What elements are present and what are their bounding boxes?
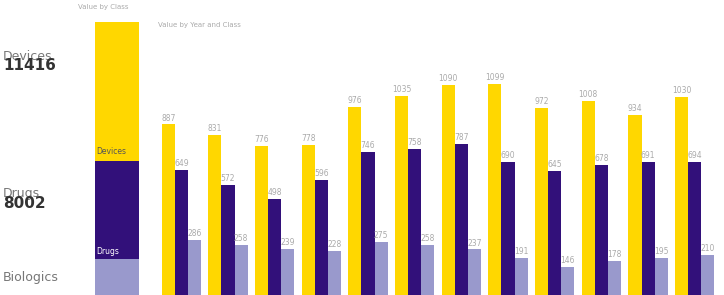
Text: Devices: Devices — [96, 147, 127, 156]
Text: 694: 694 — [687, 151, 702, 160]
Text: 934: 934 — [628, 104, 642, 114]
Bar — [174, 170, 188, 295]
Text: 787: 787 — [454, 133, 468, 142]
Text: Drugs: Drugs — [3, 187, 41, 200]
Bar — [374, 242, 387, 295]
Bar — [188, 240, 201, 295]
Text: 972: 972 — [534, 97, 549, 106]
Text: 498: 498 — [267, 188, 282, 197]
Bar — [595, 165, 608, 295]
Text: 778: 778 — [301, 135, 316, 143]
Text: Drugs: Drugs — [96, 247, 119, 256]
Bar — [328, 251, 341, 295]
Text: Value by Class: Value by Class — [78, 4, 128, 10]
Bar — [502, 162, 515, 295]
Bar — [95, 22, 138, 161]
Text: 286: 286 — [188, 229, 201, 238]
Bar — [268, 199, 281, 295]
Bar — [689, 162, 702, 295]
Text: 976: 976 — [348, 96, 362, 105]
Bar — [582, 101, 595, 295]
Text: 11416: 11416 — [3, 58, 56, 73]
Text: 1030: 1030 — [672, 86, 691, 95]
Bar — [408, 149, 421, 295]
Text: 1099: 1099 — [485, 73, 505, 82]
Bar — [535, 108, 548, 295]
Text: 191: 191 — [514, 247, 529, 256]
Text: 1090: 1090 — [439, 74, 458, 83]
Text: 690: 690 — [501, 151, 515, 160]
Text: 239: 239 — [280, 238, 295, 247]
Bar — [654, 258, 668, 295]
Text: 691: 691 — [641, 151, 655, 160]
Bar — [395, 96, 408, 295]
Text: Devices: Devices — [3, 50, 53, 63]
Bar — [161, 124, 174, 295]
Text: 678: 678 — [594, 154, 609, 163]
Bar — [95, 259, 138, 295]
Text: 887: 887 — [161, 114, 175, 122]
Bar — [442, 85, 455, 295]
Text: 178: 178 — [607, 250, 622, 259]
Text: 8002: 8002 — [3, 196, 46, 211]
Text: Biologics: Biologics — [3, 271, 59, 283]
Text: 596: 596 — [314, 169, 329, 178]
Bar — [235, 245, 248, 295]
Bar — [628, 115, 641, 295]
Bar — [561, 267, 574, 295]
Text: 237: 237 — [467, 238, 481, 248]
Text: 275: 275 — [374, 231, 388, 240]
Bar — [489, 84, 502, 295]
Bar — [281, 249, 294, 295]
Bar — [702, 255, 715, 295]
Bar — [255, 146, 268, 295]
Bar — [95, 161, 138, 259]
Text: Value by Year and Class: Value by Year and Class — [158, 22, 241, 28]
Bar — [348, 107, 361, 295]
Text: 645: 645 — [547, 160, 562, 169]
Text: 758: 758 — [408, 138, 422, 147]
Text: 228: 228 — [327, 240, 342, 249]
Text: 258: 258 — [234, 235, 248, 243]
Bar — [608, 261, 621, 295]
Bar — [222, 185, 235, 295]
Text: 572: 572 — [221, 174, 235, 183]
Text: 210: 210 — [701, 244, 715, 253]
Text: 776: 776 — [254, 135, 269, 144]
Text: 831: 831 — [208, 124, 222, 133]
Bar — [468, 250, 481, 295]
Text: 258: 258 — [421, 235, 435, 243]
Bar — [315, 180, 328, 295]
Bar — [641, 162, 654, 295]
Text: 1008: 1008 — [578, 90, 598, 99]
Bar — [548, 171, 561, 295]
Text: 649: 649 — [174, 159, 189, 168]
Bar — [209, 135, 222, 295]
Text: 146: 146 — [560, 256, 575, 265]
Text: 746: 746 — [361, 141, 375, 150]
Text: 195: 195 — [654, 247, 668, 255]
Bar — [455, 144, 468, 295]
Bar — [302, 145, 315, 295]
Text: 1035: 1035 — [392, 85, 411, 94]
Bar — [515, 258, 528, 295]
Bar — [421, 245, 434, 295]
Bar — [675, 97, 689, 295]
Bar — [361, 152, 374, 295]
